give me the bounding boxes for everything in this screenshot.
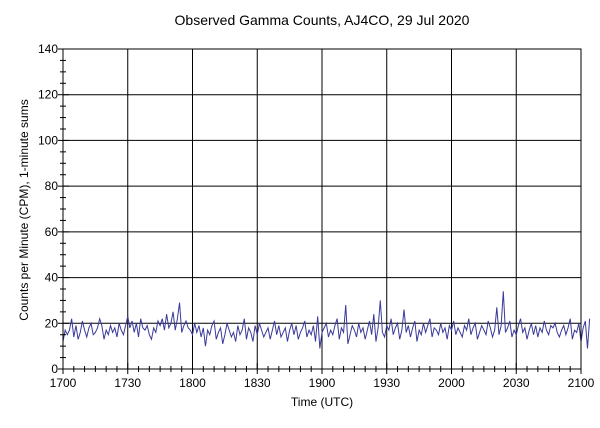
y-tick-label: 20 — [45, 316, 59, 330]
chart-title: Observed Gamma Counts, AJ4CO, 29 Jul 202… — [175, 12, 470, 28]
x-tick-label: 1800 — [179, 376, 206, 390]
y-tick-label: 40 — [45, 271, 59, 285]
y-tick-label: 0 — [51, 362, 58, 376]
y-axis-label: Counts per Minute (CPM), 1-minute sums — [17, 99, 31, 320]
x-tick-label: 1830 — [244, 376, 271, 390]
x-tick-label: 2100 — [568, 376, 595, 390]
x-axis: 1700 1730 1800 1830 1900 1930 2000 2030 2100 — [50, 363, 595, 390]
x-axis-label: Time (UTC) — [291, 395, 353, 409]
y-tick-label: 80 — [45, 179, 59, 193]
series-layer — [62, 291, 591, 349]
y-tick-label: 60 — [45, 225, 59, 239]
grid — [63, 49, 581, 369]
y-tick-label: 120 — [38, 88, 58, 102]
x-tick-label: 2000 — [438, 376, 465, 390]
x-tick-label: 1730 — [114, 376, 141, 390]
y-axis: 0 20 40 60 80 100 120 140 — [38, 42, 69, 376]
x-tick-label: 1700 — [50, 376, 77, 390]
series-line — [62, 291, 591, 349]
x-tick-label: 1930 — [373, 376, 400, 390]
y-tick-label: 140 — [38, 42, 58, 56]
x-tick-label: 1900 — [309, 376, 336, 390]
x-tick-label: 2030 — [503, 376, 530, 390]
y-tick-label: 100 — [38, 133, 58, 147]
